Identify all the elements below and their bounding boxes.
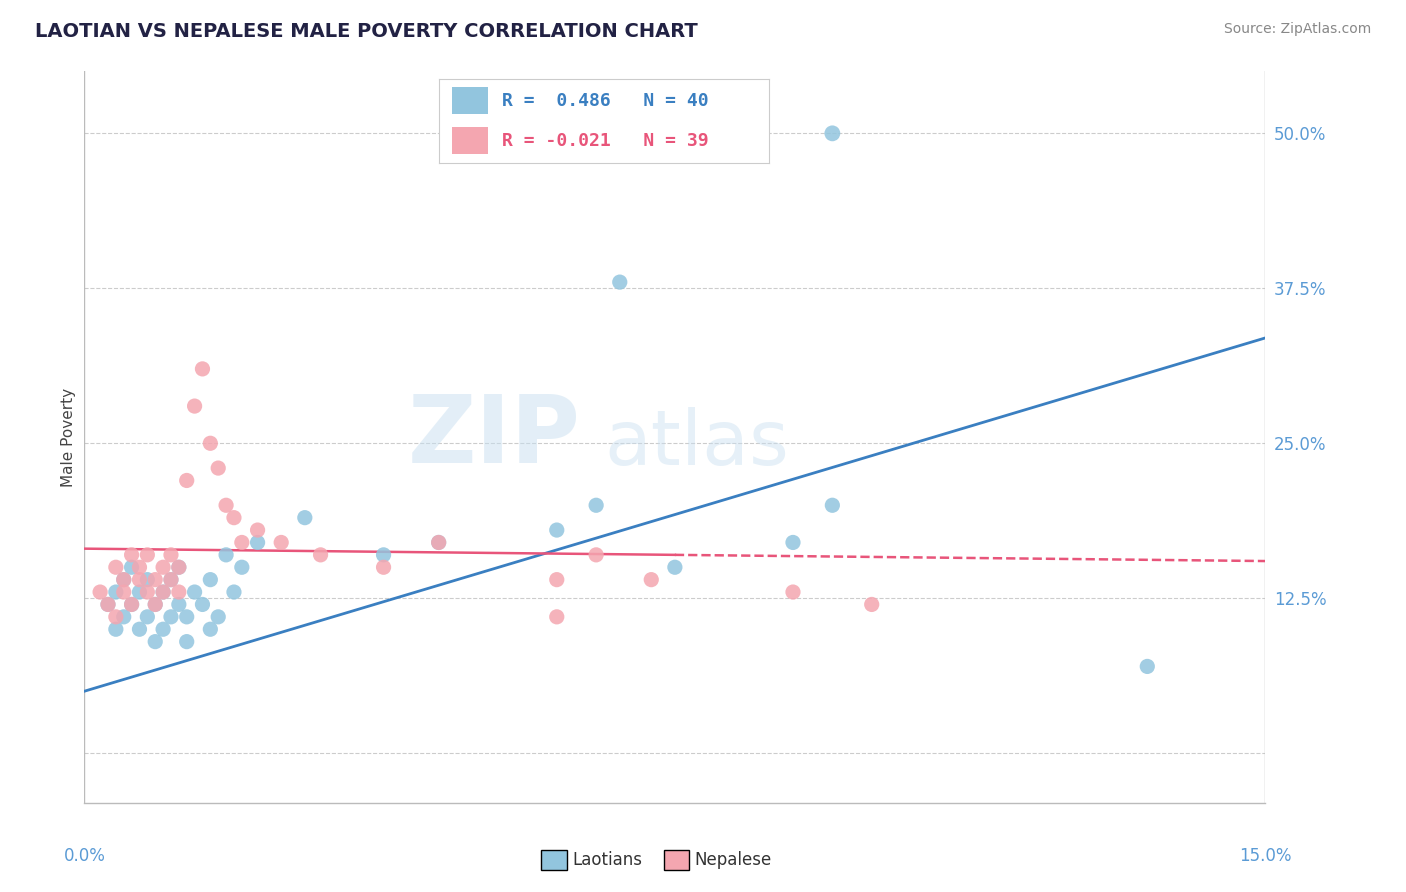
Text: 15.0%: 15.0%: [1239, 847, 1292, 864]
Point: [215, 548, 238, 562]
Point: [782, 585, 804, 599]
Point: [128, 573, 150, 587]
Point: [152, 560, 174, 574]
Point: [246, 523, 269, 537]
Point: [309, 548, 332, 562]
Point: [160, 610, 183, 624]
Point: [200, 573, 222, 587]
Text: LAOTIAN VS NEPALESE MALE POVERTY CORRELATION CHART: LAOTIAN VS NEPALESE MALE POVERTY CORRELA…: [35, 22, 697, 41]
Point: [427, 535, 450, 549]
Point: [546, 610, 568, 624]
Point: [136, 573, 159, 587]
Point: [112, 573, 135, 587]
Point: [167, 585, 190, 599]
Point: [152, 585, 174, 599]
Point: [97, 598, 120, 612]
Point: [373, 548, 395, 562]
Point: [143, 634, 166, 648]
Point: [427, 535, 450, 549]
Point: [176, 474, 198, 488]
Point: [128, 560, 150, 574]
Point: [121, 598, 143, 612]
Point: [270, 535, 292, 549]
Point: [664, 560, 686, 574]
Point: [585, 498, 607, 512]
Point: [112, 610, 135, 624]
Point: [112, 585, 135, 599]
Point: [104, 622, 127, 636]
Point: [104, 585, 127, 599]
Text: atlas: atlas: [605, 408, 789, 482]
Point: [1136, 659, 1159, 673]
Point: [609, 275, 631, 289]
Text: ZIP: ZIP: [408, 391, 581, 483]
Point: [183, 399, 205, 413]
Point: [176, 634, 198, 648]
Point: [176, 610, 198, 624]
Point: [104, 560, 127, 574]
Point: [782, 535, 804, 549]
Point: [200, 436, 222, 450]
Point: [97, 598, 120, 612]
Point: [231, 560, 253, 574]
Text: 0.0%: 0.0%: [63, 847, 105, 864]
Point: [136, 548, 159, 562]
Point: [215, 498, 238, 512]
Point: [585, 548, 607, 562]
Point: [143, 598, 166, 612]
Text: Laotians: Laotians: [572, 851, 643, 869]
Point: [121, 598, 143, 612]
Point: [207, 461, 229, 475]
Point: [207, 610, 229, 624]
Point: [860, 598, 883, 612]
Point: [821, 498, 844, 512]
Point: [191, 362, 214, 376]
Point: [373, 560, 395, 574]
Point: [104, 610, 127, 624]
Point: [183, 585, 205, 599]
Point: [136, 585, 159, 599]
Point: [136, 610, 159, 624]
Point: [89, 585, 111, 599]
Text: Source: ZipAtlas.com: Source: ZipAtlas.com: [1223, 22, 1371, 37]
Point: [160, 573, 183, 587]
Point: [191, 598, 214, 612]
Point: [121, 560, 143, 574]
Point: [143, 598, 166, 612]
Point: [821, 126, 844, 140]
Point: [246, 535, 269, 549]
Point: [128, 585, 150, 599]
Point: [128, 622, 150, 636]
Text: Nepalese: Nepalese: [695, 851, 772, 869]
Point: [160, 573, 183, 587]
Point: [121, 548, 143, 562]
Point: [112, 573, 135, 587]
Point: [167, 560, 190, 574]
Point: [231, 535, 253, 549]
Point: [167, 560, 190, 574]
Point: [167, 598, 190, 612]
Point: [546, 523, 568, 537]
Point: [222, 510, 245, 524]
Point: [222, 585, 245, 599]
Point: [152, 585, 174, 599]
Point: [143, 573, 166, 587]
Point: [294, 510, 316, 524]
Point: [640, 573, 662, 587]
Y-axis label: Male Poverty: Male Poverty: [60, 387, 76, 487]
Point: [546, 573, 568, 587]
Point: [200, 622, 222, 636]
Point: [160, 548, 183, 562]
Point: [152, 622, 174, 636]
